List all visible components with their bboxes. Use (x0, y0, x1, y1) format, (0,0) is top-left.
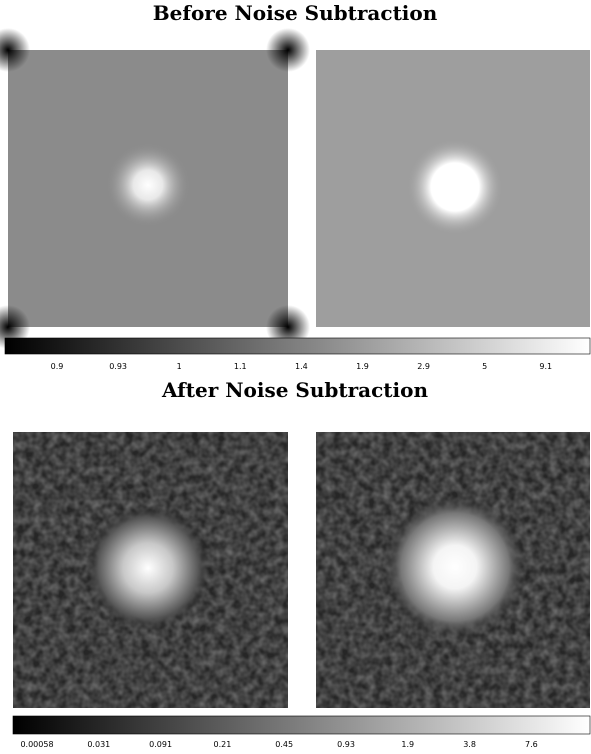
colorbar-tick-label: 5 (482, 362, 487, 371)
image-before-right (316, 50, 590, 327)
colorbar-tick-label: 2.9 (417, 362, 430, 371)
colorbar-tick-label: 1 (177, 362, 182, 371)
colorbar (12, 715, 591, 735)
colorbar-tick-label: 9.1 (539, 362, 552, 371)
colorbar-tick-label: 0.45 (275, 740, 293, 749)
colorbar-tick-label: 0.091 (149, 740, 172, 749)
image-before-left (0, 28, 310, 349)
colorbar-tick-label: 0.93 (337, 740, 355, 749)
colorbar-tick-label: 0.031 (87, 740, 110, 749)
colorbar-tick-label: 3.8 (463, 740, 476, 749)
colorbar-tick-label: 1.4 (295, 362, 308, 371)
image-after-right (316, 432, 590, 708)
colorbar-tick-label: 1.9 (356, 362, 369, 371)
colorbar-tick-label: 1.1 (234, 362, 247, 371)
colorbar (4, 337, 591, 355)
colorbar-tick-label: 0.9 (51, 362, 64, 371)
image-after-left (13, 432, 288, 708)
colorbar-tick-label: 1.9 (401, 740, 414, 749)
colorbar-tick-label: 0.21 (213, 740, 231, 749)
colorbar-tick-label: 7.6 (525, 740, 538, 749)
panel-title: After Noise Subtraction (161, 378, 428, 402)
panel-title: Before Noise Subtraction (153, 1, 438, 25)
colorbar-tick-label: 0.93 (109, 362, 127, 371)
colorbar-tick-label: 0.00058 (20, 740, 53, 749)
